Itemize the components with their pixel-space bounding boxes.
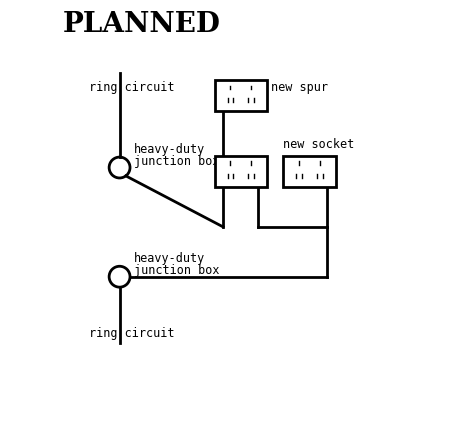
Text: junction box: junction box	[134, 154, 219, 168]
Text: new socket: new socket	[283, 138, 354, 151]
Text: heavy-duty: heavy-duty	[134, 252, 205, 265]
Bar	[214, 156, 267, 187]
Text: ring circuit: ring circuit	[89, 81, 174, 94]
Text: ring circuit: ring circuit	[89, 326, 174, 340]
Text: PLANNED: PLANNED	[63, 11, 220, 38]
Text: new spur: new spur	[271, 81, 328, 94]
Text: heavy-duty: heavy-duty	[134, 143, 205, 156]
Bar	[214, 80, 267, 111]
Text: junction box: junction box	[134, 264, 219, 277]
Bar	[283, 156, 336, 187]
